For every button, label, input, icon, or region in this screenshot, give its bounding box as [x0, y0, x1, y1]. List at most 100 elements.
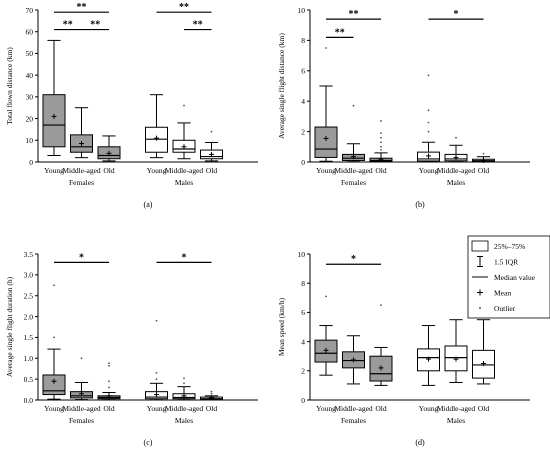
outlier-point [352, 104, 355, 107]
outlier-point [380, 120, 382, 122]
box-1 [70, 357, 93, 401]
y-tick-label: 30 [26, 93, 34, 102]
x-tick-label: Young [419, 404, 439, 413]
x-tick-label: Middle-aged [165, 404, 204, 413]
y-tick-label: 70 [26, 6, 34, 15]
x-tick-label: Middle-aged [437, 404, 476, 413]
significance-label: * [454, 9, 459, 20]
legend-label: Median value [494, 273, 536, 282]
y-tick-label: 2.0 [24, 312, 34, 321]
y-tick-label: 8 [301, 279, 305, 288]
box-4 [172, 377, 196, 401]
box-3 [145, 94, 168, 159]
y-axis-label: Average single flight distance (km) [277, 33, 286, 139]
box-2 [369, 120, 393, 163]
group-label: Females [341, 416, 366, 425]
x-tick-label: Old [375, 166, 387, 175]
y-tick-label: 6 [301, 308, 305, 317]
y-axis-label: Total flown distance (km) [5, 47, 14, 125]
y-tick-label: 6 [301, 67, 305, 76]
outlier-point [80, 357, 83, 360]
y-tick-label: 10 [298, 6, 306, 15]
significance-label: * [79, 252, 84, 263]
x-tick-label: Middle-aged [334, 404, 373, 413]
y-tick-label: 3.5 [24, 250, 34, 259]
outlier-point [380, 148, 382, 151]
outlier-point [53, 336, 55, 339]
y-tick-label: 0 [29, 158, 33, 167]
legend-outlier-icon [479, 307, 481, 309]
y-tick-label: 4 [301, 97, 305, 106]
x-tick-label: Young [147, 166, 167, 175]
y-axis-label: Average single flight duration (h) [5, 276, 14, 377]
outlier-point [183, 377, 185, 380]
x-tick-label: Old [478, 166, 490, 175]
legend-label: Mean [494, 288, 511, 297]
x-tick-label: Old [375, 404, 387, 413]
x-tick-label: Young [44, 404, 64, 413]
outlier-point [455, 136, 457, 139]
iqr-box [314, 126, 338, 158]
y-tick-label: 2.5 [24, 292, 34, 301]
group-label: Females [341, 178, 366, 187]
x-tick-label: Old [206, 166, 218, 175]
panel-label: (a) [144, 200, 153, 209]
legend-label: Outlier [494, 304, 516, 313]
outlier-point [155, 378, 158, 381]
x-tick-label: Old [478, 404, 490, 413]
outlier-point [427, 109, 430, 112]
x-tick-label: Middle-aged [165, 166, 204, 175]
outlier-point [183, 104, 185, 107]
y-tick-label: 50 [26, 49, 34, 58]
y-tick-label: 0 [301, 396, 305, 405]
y-axis-label: Mean speed (km/h) [277, 297, 286, 356]
box-2 [97, 135, 121, 162]
legend-label: 1.5 IQR [494, 257, 518, 266]
box-3 [145, 319, 168, 401]
outlier-point [325, 47, 327, 49]
x-tick-label: Young [316, 166, 336, 175]
outlier-point [210, 392, 213, 395]
box-1 [342, 104, 365, 163]
box-4 [444, 136, 468, 163]
y-tick-label: 10 [298, 250, 306, 259]
outlier-point [427, 130, 430, 133]
y-tick-label: 60 [26, 28, 34, 37]
group-label: Males [447, 178, 465, 187]
y-tick-label: 0.0 [24, 396, 34, 405]
outlier-point [380, 304, 382, 306]
outlier-point [427, 121, 430, 124]
legend-label: 25%–75% [494, 242, 525, 251]
y-tick-label: 2 [301, 367, 305, 376]
y-tick-label: 1.0 [24, 354, 34, 363]
group-label: Females [69, 178, 94, 187]
significance-label: * [351, 254, 356, 265]
outlier-point [53, 284, 55, 287]
outlier-point [210, 130, 213, 133]
box-2 [369, 304, 393, 386]
x-tick-label: Young [419, 166, 439, 175]
outlier-point [108, 364, 110, 367]
x-tick-label: Old [103, 404, 115, 413]
y-tick-label: 0.5 [24, 375, 34, 384]
box-0 [314, 295, 338, 376]
box-0 [42, 39, 66, 156]
x-tick-label: Young [316, 404, 336, 413]
outlier-point [380, 145, 382, 148]
legend: 25%–75% 1.5 IQR Median value Mean Outlier [467, 235, 550, 319]
significance-label: ** [335, 27, 345, 38]
box-5 [200, 390, 223, 401]
significance-label: ** [349, 9, 359, 20]
outlier-point [427, 74, 430, 77]
box-0 [314, 47, 338, 162]
x-tick-label: Young [147, 404, 167, 413]
y-tick-label: 2 [301, 127, 305, 136]
box-5 [200, 130, 223, 162]
significance-label: ** [179, 2, 189, 13]
group-label: Males [175, 416, 193, 425]
x-tick-label: Young [44, 166, 64, 175]
panel-b: 0 2 4 6 8 10 Average single flight distance (k… [277, 6, 530, 209]
x-tick-label: Old [206, 404, 218, 413]
